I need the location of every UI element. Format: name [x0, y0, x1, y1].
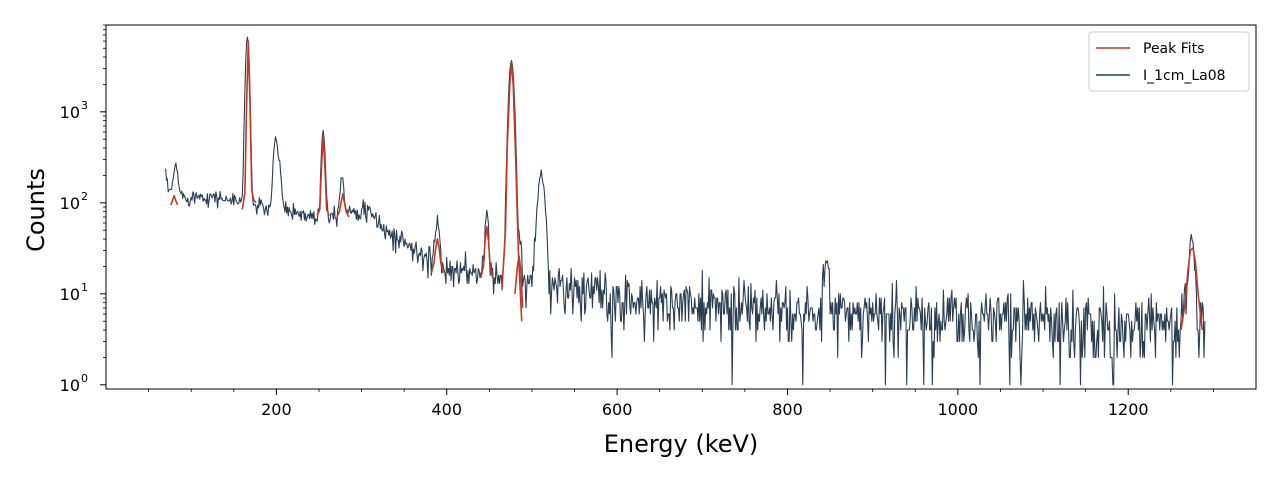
x-tick-label: 600	[602, 400, 633, 419]
peak-fit-curve	[430, 238, 445, 274]
peak-fit-curve	[501, 61, 523, 322]
legend: Peak Fits I_1cm_La08	[1088, 31, 1250, 92]
legend-box	[1088, 31, 1250, 92]
legend-label-spectrum: I_1cm_La08	[1143, 68, 1226, 84]
x-axis-title: Energy (keV)	[604, 430, 759, 458]
y-tick-exponent: 3	[81, 99, 88, 112]
peak-fit-curve	[1180, 247, 1204, 331]
y-tick-exponent: 1	[81, 281, 88, 294]
x-tick-label: 200	[261, 400, 292, 419]
series-layer	[165, 36, 1206, 386]
peak-fit-curve	[316, 134, 330, 217]
y-tick-exponent: 2	[81, 190, 88, 203]
peak-fit-curve	[241, 40, 257, 210]
legend-label-peak-fits: Peak Fits	[1143, 41, 1204, 57]
peak-fit-curve	[480, 225, 494, 278]
x-tick-label: 1000	[937, 400, 978, 419]
y-tick-label: 10	[60, 103, 80, 122]
series-spectrum-line	[165, 36, 1206, 386]
peak-fit-curve	[514, 255, 524, 308]
peak-fit-curve	[336, 193, 350, 218]
y-tick-label: 10	[60, 285, 80, 304]
y-tick-exponent: 0	[81, 372, 88, 385]
peak-fit-curve	[169, 194, 179, 206]
y-tick-label: 10	[60, 376, 80, 395]
x-tick-label: 800	[772, 400, 803, 419]
x-tick-label: 400	[431, 400, 462, 419]
y-tick-label: 10	[60, 194, 80, 213]
y-axis-title: Counts	[22, 168, 50, 252]
x-tick-label: 1200	[1108, 400, 1149, 419]
